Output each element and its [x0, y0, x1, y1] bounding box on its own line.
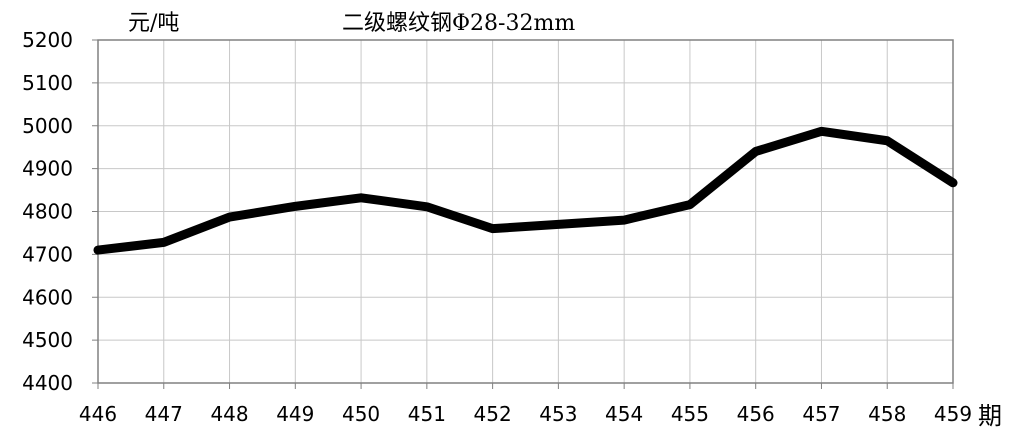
y-tick-label: 5100	[22, 71, 73, 95]
data-point	[754, 149, 758, 153]
data-point	[96, 248, 100, 252]
y-tick-label: 4600	[22, 285, 73, 309]
y-tick-label: 4700	[22, 242, 73, 266]
x-tick-label: 448	[210, 402, 248, 426]
x-axis-label: 期	[978, 402, 1002, 430]
x-tick-label: 454	[605, 402, 643, 426]
series-layer	[93, 126, 958, 255]
x-tick-label: 457	[802, 402, 840, 426]
data-point	[293, 204, 297, 208]
y-axis-label: 元/吨	[128, 11, 179, 36]
data-point	[951, 181, 955, 185]
data-point	[491, 227, 495, 231]
x-tick-labels: 446 447 448 449 450 451 452 453 454 455 456 457 458 4…	[79, 402, 972, 426]
data-point	[228, 215, 232, 219]
y-tick-label: 4800	[22, 200, 73, 224]
data-point	[688, 203, 692, 207]
data-point	[425, 205, 429, 209]
y-tick-label: 5000	[22, 114, 73, 138]
x-tick-label: 459	[934, 402, 972, 426]
x-tick-label: 455	[671, 402, 709, 426]
grid-layer	[97, 39, 954, 384]
x-tick-label: 447	[145, 402, 183, 426]
data-point	[162, 240, 166, 244]
x-tick-label: 458	[868, 402, 906, 426]
x-tick-label: 452	[474, 402, 512, 426]
data-point	[556, 222, 560, 226]
data-point	[359, 196, 363, 200]
plot-frame	[92, 39, 954, 389]
x-tick-label: 446	[79, 402, 117, 426]
y-tick-label: 4400	[22, 371, 73, 395]
series-line-0	[93, 126, 958, 255]
chart-title: 二级螺纹钢Φ28-32mm	[342, 11, 575, 36]
data-point	[622, 218, 626, 222]
plot-border	[97, 39, 954, 384]
y-tick-label: 5200	[22, 28, 73, 52]
x-tick-label: 453	[539, 402, 577, 426]
data-point	[819, 129, 823, 133]
x-tick-label: 449	[276, 402, 314, 426]
data-point	[885, 139, 889, 143]
y-tick-label: 4900	[22, 157, 73, 181]
x-tick-label: 450	[342, 402, 380, 426]
x-tick-label: 456	[737, 402, 775, 426]
y-tick-labels: 4400 4500 4600 4700 4800 4900 5000 5100 5200	[22, 28, 73, 395]
y-tick-label: 4500	[22, 328, 73, 352]
x-tick-label: 451	[408, 402, 446, 426]
